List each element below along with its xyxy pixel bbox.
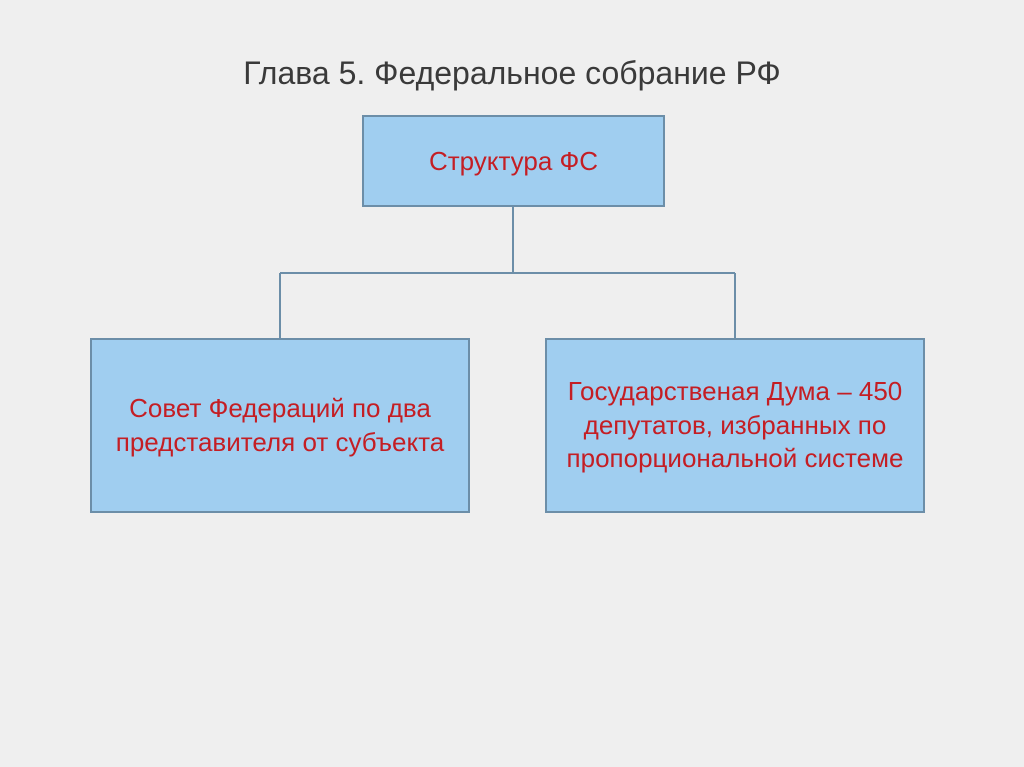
right-child-label: Государственая Дума – 450 депутатов, изб… <box>562 375 908 476</box>
root-node: Структура ФС <box>362 115 665 207</box>
right-child-node: Государственая Дума – 450 депутатов, изб… <box>545 338 925 513</box>
left-child-node: Совет Федераций по два представителя от … <box>90 338 470 513</box>
left-child-label: Совет Федераций по два представителя от … <box>107 392 453 460</box>
diagram-title: Глава 5. Федеральное собрание РФ <box>0 55 1024 92</box>
root-node-label: Структура ФС <box>429 146 598 177</box>
